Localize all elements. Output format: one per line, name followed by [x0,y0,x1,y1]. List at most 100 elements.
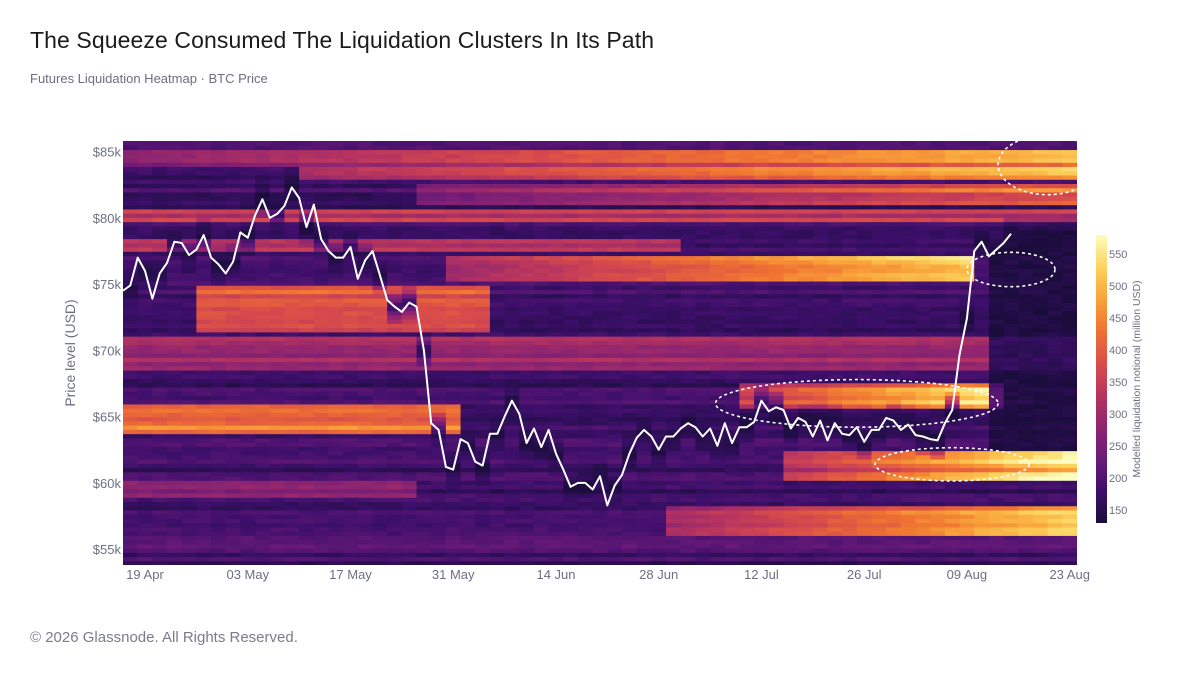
heatmap-cell [548,475,564,481]
heatmap-cell [768,276,785,282]
heatmap-cell [357,247,374,252]
heatmap-cell [284,463,300,469]
heatmap-cell [563,208,579,214]
heatmap-cell [284,408,300,413]
heatmap-cell [460,425,476,430]
heatmap-cell [167,378,183,384]
heatmap-cell [680,463,696,469]
heatmap-cell [269,429,286,435]
heatmap-cell [313,285,330,290]
heatmap-cell [489,263,506,269]
heatmap-cell [167,187,183,193]
heatmap-cell [519,153,535,159]
heatmap-cell [739,251,755,257]
heatmap-cell [768,191,785,197]
heatmap-cell [768,526,785,532]
heatmap-cell [783,378,799,384]
heatmap-cell [431,280,447,286]
heatmap-cell [504,408,520,413]
heatmap-cell [519,149,535,155]
heatmap-cell [211,183,227,189]
heatmap-cell [240,310,256,316]
heatmap-cell [666,543,682,549]
heatmap-cell [284,200,300,206]
heatmap-cell [739,242,755,248]
heatmap-cell [695,213,711,218]
heatmap-cell [812,467,829,473]
heatmap-cell [152,361,168,367]
heatmap-cell [167,157,183,163]
heatmap-cell [592,408,608,413]
heatmap-cell [284,353,300,358]
heatmap-cell [313,230,330,235]
heatmap-cell [798,196,814,201]
heatmap-cell [225,429,242,435]
heatmap-cell [592,285,608,290]
heatmap-cell [123,459,139,464]
heatmap-cell [181,535,197,541]
heatmap-cell [489,433,506,439]
heatmap-cell [548,556,564,562]
heatmap-cell [666,361,682,367]
heatmap-cell [387,251,403,257]
heatmap-cell [387,475,403,481]
heatmap-cell [416,505,432,511]
heatmap-cell [695,556,711,562]
heatmap-cell [357,492,374,498]
heatmap-cell [269,217,286,223]
heatmap-cell [431,149,447,155]
heatmap-cell [504,539,520,545]
heatmap-cell [460,183,476,189]
heatmap-cell [343,552,359,558]
heatmap-cell [783,412,799,418]
heatmap-cell [123,272,139,278]
heatmap-cell [680,153,696,159]
heatmap-cell [225,526,242,532]
heatmap-cell [622,399,638,405]
heatmap-cell [460,217,476,223]
heatmap-cell [754,509,770,515]
heatmap-cell [181,306,197,312]
heatmap-cell [445,217,462,223]
heatmap-cell [489,386,506,392]
heatmap-cell [167,293,183,299]
heatmap-cell [475,480,491,486]
heatmap-cell [533,467,550,473]
heatmap-cell [592,543,608,549]
heatmap-cell [754,357,770,363]
heatmap-cell [137,149,153,155]
heatmap-cell [401,399,418,405]
heatmap-cell [680,548,696,553]
heatmap-cell [211,552,227,558]
heatmap-cell [460,230,476,235]
heatmap-cell [313,272,330,278]
heatmap-cell [842,556,858,562]
heatmap-cell [622,361,638,367]
heatmap-cell [651,145,667,151]
heatmap-cell [152,153,168,159]
heatmap-cell [592,225,608,231]
heatmap-cell [739,501,755,507]
heatmap-cell [739,225,755,231]
heatmap-cell [240,331,256,337]
heatmap-cell [680,416,696,422]
heatmap-cell [592,208,608,214]
heatmap-cell [475,141,491,146]
heatmap-cell [460,187,476,193]
heatmap-cell [666,255,682,261]
heatmap-cell [328,509,344,515]
heatmap-cell [563,361,579,367]
heatmap-cell [651,166,667,172]
heatmap-cell [710,157,726,163]
heatmap-cell [548,509,564,515]
heatmap-cell [666,230,682,235]
heatmap-cell [152,242,168,248]
heatmap-cell [284,492,300,498]
heatmap-cell [636,157,652,163]
heatmap-cell [240,412,256,418]
heatmap-cell [798,208,814,214]
heatmap-cell [299,497,315,502]
heatmap-cell [695,531,711,536]
heatmap-cell [533,497,550,502]
heatmap-cell [812,302,829,307]
